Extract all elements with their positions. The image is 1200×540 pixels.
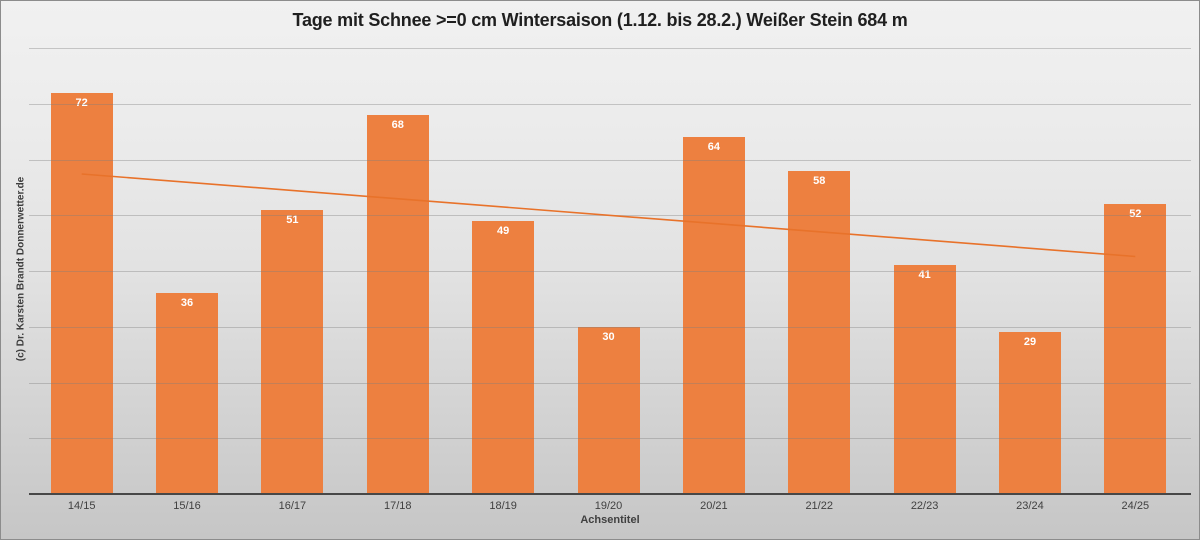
bar: 29 bbox=[998, 332, 1061, 494]
bar: 52 bbox=[1104, 204, 1167, 494]
bar: 72 bbox=[50, 92, 113, 494]
x-tick-label: 19/20 bbox=[594, 500, 623, 512]
bar-value-label: 49 bbox=[497, 224, 510, 237]
bar: 64 bbox=[682, 137, 745, 494]
bar: 58 bbox=[788, 170, 851, 494]
bar-value-label: 41 bbox=[918, 269, 931, 282]
gridline bbox=[29, 271, 1191, 272]
x-axis-title: Achsentitel bbox=[580, 514, 640, 526]
gridline bbox=[29, 48, 1191, 49]
x-tick-label: 15/16 bbox=[173, 500, 201, 512]
bar: 30 bbox=[577, 326, 640, 494]
bar-value-label: 52 bbox=[1129, 208, 1142, 221]
x-tick-label: 17/18 bbox=[383, 500, 412, 512]
bar: 36 bbox=[156, 293, 219, 494]
bar-value-label: 36 bbox=[180, 297, 194, 310]
gridline bbox=[29, 215, 1191, 217]
gridline bbox=[29, 438, 1191, 440]
x-tick-label: 23/24 bbox=[1016, 500, 1044, 512]
bar-value-label: 68 bbox=[391, 118, 404, 131]
bar: 68 bbox=[366, 114, 429, 494]
bar-value-label: 30 bbox=[602, 330, 615, 343]
chart-title: Tage mit Schnee >=0 cm Wintersaison (1.1… bbox=[292, 10, 908, 30]
bar: 49 bbox=[472, 220, 535, 494]
x-tick-label: 20/21 bbox=[700, 500, 728, 512]
x-tick-label: 24/25 bbox=[1121, 500, 1150, 512]
copyright-watermark: (c) Dr. Karsten Brandt Donnerwetter.de bbox=[15, 176, 27, 362]
bar-value-label: 64 bbox=[707, 141, 720, 154]
bar: 41 bbox=[893, 265, 956, 494]
x-tick-label: 21/22 bbox=[805, 500, 833, 512]
gridline bbox=[29, 326, 1191, 328]
bar-value-label: 58 bbox=[813, 174, 826, 187]
bar: 51 bbox=[261, 209, 324, 494]
x-tick-label: 18/19 bbox=[489, 500, 517, 512]
x-tick-label: 14/15 bbox=[67, 500, 96, 512]
bar-value-label: 72 bbox=[75, 96, 88, 109]
bar-value-label: 29 bbox=[1023, 336, 1037, 349]
x-axis-line bbox=[29, 493, 1191, 495]
gridline bbox=[29, 382, 1191, 384]
gridline bbox=[29, 159, 1191, 161]
x-tick-label: 22/23 bbox=[910, 500, 939, 512]
x-tick-label: 16/17 bbox=[278, 500, 307, 512]
gridline bbox=[29, 103, 1191, 105]
